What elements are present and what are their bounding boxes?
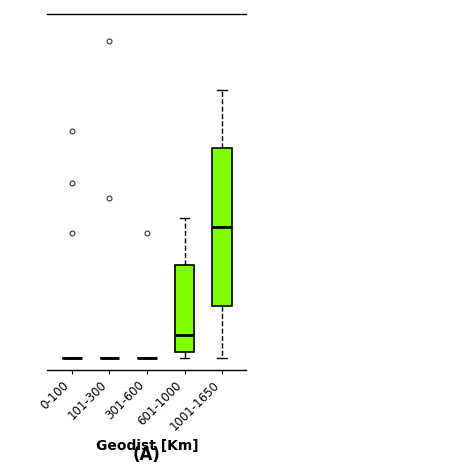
PathPatch shape (175, 265, 194, 352)
Text: (A): (A) (133, 446, 161, 464)
PathPatch shape (212, 148, 232, 306)
X-axis label: Geodist [Km]: Geodist [Km] (96, 438, 198, 453)
